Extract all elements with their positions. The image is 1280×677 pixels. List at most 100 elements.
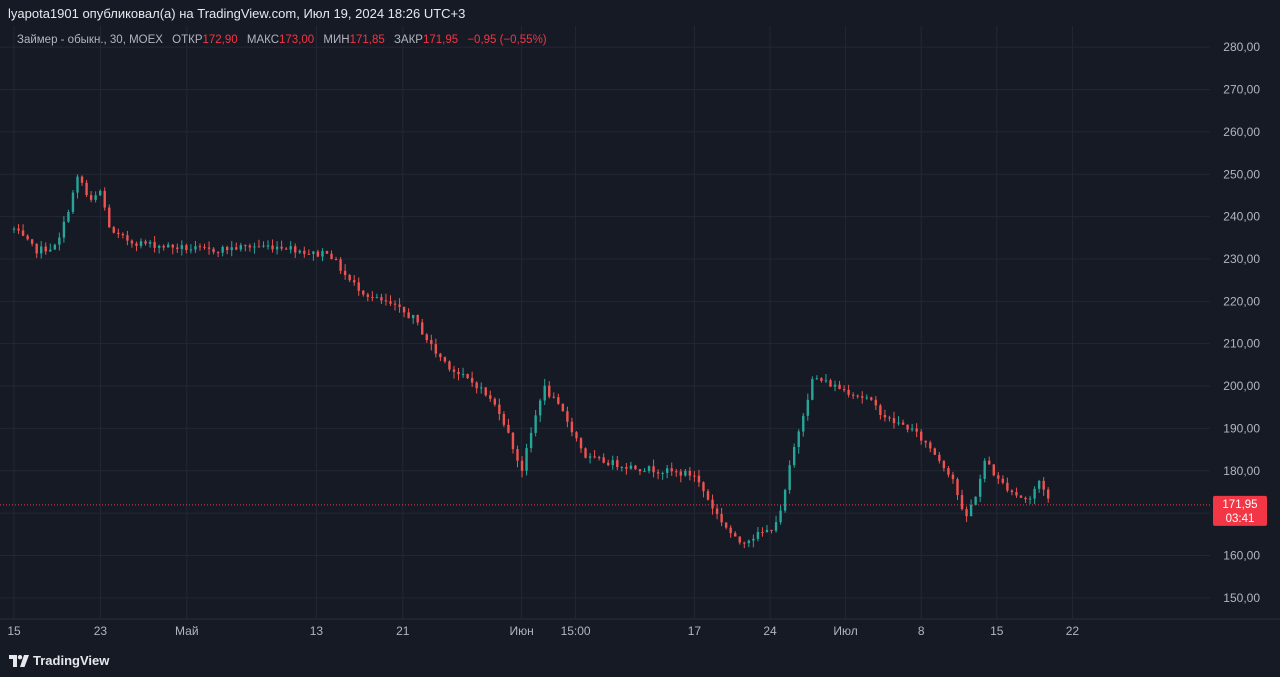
candle-body [584, 448, 587, 458]
legend-low-value: 171,85 [349, 34, 385, 46]
candle-body [176, 247, 179, 249]
candle-body [561, 403, 565, 412]
y-axis-panel[interactable] [1210, 26, 1280, 619]
candle-body [225, 246, 229, 251]
candle-body [829, 380, 832, 387]
candle-body [58, 237, 61, 245]
y-tick-label: 200,00 [1223, 379, 1260, 393]
candle-body [779, 510, 782, 523]
candle-body [724, 522, 728, 528]
candle-body [40, 246, 43, 254]
candle-body [806, 399, 809, 416]
candle-body [788, 465, 791, 490]
tradingview-logo-icon [9, 654, 29, 667]
candle-body [194, 246, 197, 250]
candle-body [198, 246, 202, 248]
x-tick-label: 13 [310, 624, 324, 638]
candle-body [289, 246, 292, 250]
candle-body [593, 456, 596, 458]
candle-body [303, 250, 306, 254]
tradingview-logo[interactable]: TradingView [9, 653, 109, 668]
candle-body [280, 246, 283, 249]
y-tick-label: 270,00 [1223, 83, 1260, 97]
candle-body [906, 424, 909, 430]
candle-body [720, 513, 723, 523]
candle-body [221, 246, 224, 253]
candle-body [253, 246, 256, 248]
candle-body [761, 531, 764, 533]
candle-body [316, 251, 320, 257]
candle-body [244, 245, 247, 247]
candle-body [929, 442, 932, 449]
candle-body [466, 374, 469, 379]
legend-symbol[interactable]: Займер - обыкн., 30, MOEX [17, 34, 163, 46]
candle-body [960, 495, 964, 510]
legend-high-label: МАКС [246, 34, 280, 46]
candle-body [434, 344, 438, 354]
price-badge-value: 171,95 [1222, 499, 1257, 511]
price-chart[interactable]: 150,00160,00170,00180,00190,00200,00210,… [0, 26, 1280, 643]
candle-body [171, 244, 174, 248]
candle-body [76, 176, 79, 193]
candle-body [1042, 480, 1045, 490]
candle-body [1024, 497, 1027, 500]
candle-body [470, 378, 474, 383]
candle-body [348, 275, 351, 281]
x-axis-panel[interactable] [0, 620, 1280, 643]
candle-body [679, 471, 682, 476]
candle-body [1037, 480, 1041, 489]
candle-body [575, 432, 578, 439]
candle-body [1001, 478, 1005, 483]
candle-body [85, 182, 88, 196]
candle-body [94, 195, 97, 200]
x-tick-label: 21 [396, 624, 410, 638]
candle-body [920, 431, 923, 441]
candle-body [80, 176, 84, 183]
candle-body [339, 259, 342, 271]
candle-body [625, 467, 628, 469]
candle-body [461, 374, 465, 376]
candle-body [203, 246, 206, 248]
candle-body [570, 421, 574, 433]
candle-body [493, 398, 497, 405]
candle-body [312, 251, 315, 255]
price-series [12, 174, 1050, 549]
chart-legend: Займер - обыкн., 30, MOEX ОТКР172,90 МАК… [17, 34, 547, 46]
candle-body [924, 440, 927, 443]
candle-body [439, 353, 442, 358]
candle-body [298, 250, 301, 253]
candle-body [49, 249, 52, 252]
y-tick-label: 210,00 [1223, 337, 1260, 351]
candle-body [248, 245, 252, 248]
candle-body [117, 232, 120, 234]
candle-body [597, 457, 601, 459]
candle-body [511, 432, 515, 450]
candle-body [747, 540, 751, 544]
chart-area[interactable]: 150,00160,00170,00180,00190,00200,00210,… [0, 26, 1280, 643]
price-badge-bg [1213, 495, 1267, 526]
candle-body [144, 241, 147, 244]
price-badge-countdown: 03:41 [1226, 513, 1255, 525]
x-tick-label: 24 [763, 624, 777, 638]
candle-body [552, 396, 555, 398]
candle-body [180, 245, 184, 249]
candle-body [693, 475, 696, 477]
candle-body [983, 460, 986, 479]
x-tick-label: 15 [990, 624, 1004, 638]
candle-body [702, 482, 705, 492]
candle-body [802, 415, 805, 432]
candle-body [743, 542, 746, 544]
x-tick-label: 8 [918, 624, 925, 638]
legend-close-label: ЗАКР [393, 34, 423, 46]
candle-body [389, 301, 392, 304]
candle-body [489, 395, 492, 399]
candle-body [715, 508, 719, 514]
candle-body [126, 235, 129, 241]
candle-body [271, 245, 274, 250]
candle-body [607, 462, 610, 466]
candle-body [407, 312, 410, 319]
candle-body [411, 314, 415, 319]
candle-body [162, 245, 165, 248]
legend-close-value: 171,95 [422, 34, 459, 46]
candle-body [969, 504, 973, 517]
